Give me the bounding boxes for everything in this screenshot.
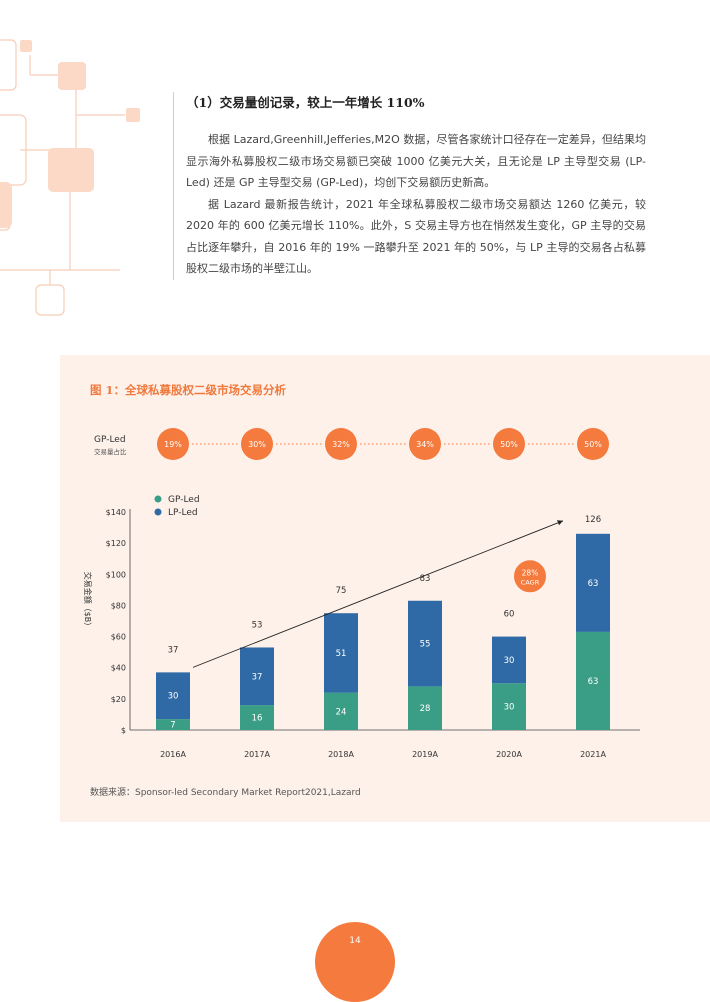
- gp-share-circle: [157, 428, 189, 460]
- bar-lp-led: [156, 672, 190, 720]
- x-tick-label: 2020A: [496, 750, 522, 759]
- section-heading: （1）交易量创记录，较上一年增长 110%: [186, 95, 425, 110]
- bar-value-label: 30: [504, 656, 515, 666]
- gp-share-value: 30%: [248, 440, 266, 449]
- bar-value-label: 51: [336, 649, 347, 659]
- bar-total-label: 53: [252, 620, 263, 630]
- bar-value-label: 30: [168, 692, 179, 702]
- y-tick-label: $120: [106, 539, 126, 548]
- bar-gp-led: [408, 686, 442, 730]
- bar-total-label: 75: [336, 586, 347, 596]
- gp-share-circle: [241, 428, 273, 460]
- bar-value-label: 24: [336, 707, 347, 717]
- source-note: 数据来源：Sponsor-led Secondary Market Report…: [90, 788, 361, 798]
- gp-share-value: 32%: [332, 440, 350, 449]
- bar-value-label: 37: [252, 672, 263, 682]
- bar-lp-led: [240, 647, 274, 706]
- gp-share-value: 50%: [500, 440, 518, 449]
- bar-value-label: 55: [420, 640, 431, 650]
- gp-share-circle: [493, 428, 525, 460]
- bar-gp-led: [492, 683, 526, 730]
- decorative-network-graphic: [0, 39, 140, 316]
- bar-total-label: 83: [420, 574, 431, 584]
- bar-value-label: 7: [170, 721, 175, 731]
- figure-title: 图 1：全球私募股权二级市场交易分析: [90, 383, 287, 397]
- y-tick-label: $80: [111, 601, 126, 610]
- bar-gp-led: [156, 719, 190, 730]
- y-tick-label: $20: [111, 695, 126, 704]
- bar-value-label: 28: [420, 704, 431, 714]
- gp-share-label: GP-Led: [94, 435, 126, 445]
- paragraph-1: 根据 Lazard,Greenhill,Jefferies,M2O 数据，尽管各…: [186, 133, 646, 189]
- bar-value-label: 63: [588, 579, 599, 589]
- y-tick-label: $60: [111, 633, 126, 642]
- bar-lp-led: [324, 613, 358, 693]
- trend-arrow: [192, 520, 564, 668]
- bar-value-label: 63: [588, 677, 599, 687]
- y-axis-label: 交易金额（$B）: [83, 572, 93, 631]
- y-tick-label: $100: [106, 570, 126, 579]
- cagr-label: CAGR: [521, 578, 540, 586]
- legend-marker-lp-led: [154, 508, 162, 516]
- stacked-bar-chart: GP-Led 交易量占比 19% 30% 32% 34% 50% 50% 交易金额（$B） $ $2…: [83, 428, 640, 759]
- bar-total-label: 126: [585, 515, 601, 525]
- cagr-value: 28%: [522, 568, 539, 577]
- x-tick-label: 2017A: [244, 750, 270, 759]
- bar-gp-led: [324, 692, 358, 730]
- gp-share-circle: [325, 428, 357, 460]
- page-number-badge: 14: [315, 922, 395, 1002]
- bar-lp-led: [576, 533, 610, 632]
- legend-label-gp-led: GP-Led: [168, 495, 200, 505]
- figure-panel: GP-Led 交易量占比 19% 30% 32% 34% 50% 50% 交易金额（$B） $ $2…: [60, 355, 710, 822]
- bar-lp-led: [492, 636, 526, 684]
- y-tick-label: $: [121, 726, 126, 735]
- y-tick-label: $40: [111, 664, 126, 673]
- bar-total-label: 37: [168, 645, 179, 655]
- text-section: （1）交易量创记录，较上一年增长 110% 根据 Lazard,Greenhil…: [173, 92, 646, 280]
- x-tick-label: 2016A: [160, 750, 186, 759]
- bar-lp-led: [408, 600, 442, 687]
- x-tick-label: 2018A: [328, 750, 354, 759]
- x-tick-label: 2021A: [580, 750, 606, 759]
- legend-marker-gp-led: [154, 495, 162, 503]
- x-tick-label: 2019A: [412, 750, 438, 759]
- paragraph-2: 据 Lazard 最新报告统计，2021 年全球私募股权二级市场交易额达 126…: [186, 197, 646, 276]
- gp-share-circle: [577, 428, 609, 460]
- legend-label-lp-led: LP-Led: [168, 508, 198, 518]
- bar-gp-led: [240, 705, 274, 730]
- cagr-badge: [514, 560, 546, 593]
- gp-share-value: 19%: [164, 440, 182, 449]
- gp-share-circle: [409, 428, 441, 460]
- bar-value-label: 30: [504, 703, 515, 713]
- gp-share-value: 34%: [416, 440, 434, 449]
- gp-share-value: 50%: [584, 440, 602, 449]
- bar-total-label: 60: [504, 610, 515, 620]
- y-tick-label: $140: [106, 508, 126, 517]
- bar-gp-led: [576, 631, 610, 730]
- page-number: 14: [349, 936, 361, 946]
- gp-share-sublabel: 交易量占比: [94, 447, 127, 456]
- bar-value-label: 16: [252, 714, 263, 724]
